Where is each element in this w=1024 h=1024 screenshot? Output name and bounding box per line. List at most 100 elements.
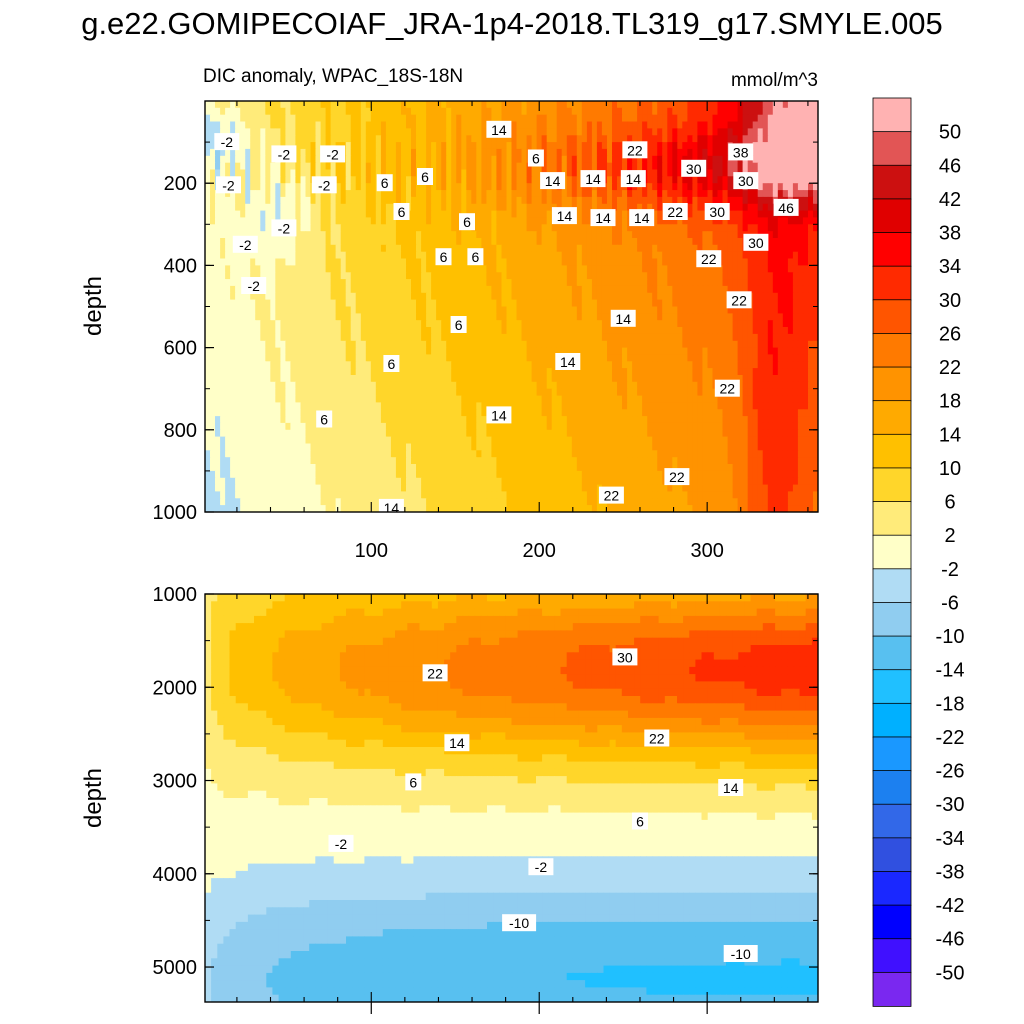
upper-contour-label: 22	[664, 468, 690, 486]
colorbar-label: -14	[936, 660, 965, 682]
colorbar-swatch	[872, 736, 912, 772]
colorbar-swatch	[872, 837, 912, 873]
colorbar-label: 38	[939, 223, 961, 245]
upper-contour-label: -2	[232, 235, 258, 253]
lower-y-tick-label: 1000	[153, 584, 198, 606]
upper-contour-label: 6	[316, 410, 333, 428]
colorbar-label: 46	[939, 155, 961, 177]
colorbar-swatch	[872, 635, 912, 671]
lower-contour-label: -10	[502, 914, 537, 932]
upper-contour-label: 22	[622, 141, 648, 159]
upper-contour-label: 14	[555, 353, 581, 370]
colorbar-swatch	[872, 198, 912, 234]
lower-contour-label: -10	[723, 945, 758, 962]
upper-contour-label: 22	[598, 486, 624, 504]
upper-panel: DIC anomaly, WPAC_18S-18N mmol/m^3 depth…	[80, 66, 819, 562]
lower-contour-label: 30	[612, 648, 638, 666]
colorbar-swatch	[872, 938, 912, 974]
colorbar-label: -34	[936, 828, 965, 850]
colorbar-label: 18	[939, 391, 961, 413]
upper-y-tick-label: 400	[164, 255, 197, 277]
colorbar-label: -10	[936, 626, 965, 648]
upper-contour-label: 6	[467, 248, 484, 266]
colorbar-swatch	[872, 366, 912, 402]
upper-y-tick-label: 600	[164, 338, 197, 360]
colorbar-label: -50	[936, 962, 965, 984]
colorbar-swatch	[872, 669, 912, 705]
colorbar-label: -30	[936, 794, 965, 816]
upper-contour-label: 30	[733, 172, 759, 190]
upper-contour-label: 30	[681, 159, 707, 177]
colorbar-swatch	[872, 534, 912, 570]
colorbar-label: 14	[939, 424, 961, 446]
upper-contour-label: 6	[459, 213, 475, 231]
upper-axes: 200 400 600 800 1000 100 200 300	[153, 100, 818, 562]
colorbar-label: -42	[936, 895, 965, 917]
colorbar-swatch	[872, 904, 912, 940]
upper-y-tick-label: 800	[164, 420, 197, 442]
upper-contour-label: 14	[610, 309, 636, 327]
lower-contour-labels: 22 30 14 22 6 14 6 -2 -2 -10 -10	[328, 648, 758, 962]
upper-contour-label: -2	[320, 145, 346, 163]
colorbar-swatch	[872, 770, 912, 806]
colorbar-label: 26	[939, 323, 961, 345]
lower-contour-label: 14	[444, 734, 470, 752]
upper-contour-label: 14	[629, 209, 655, 227]
colorbar-swatch	[872, 265, 912, 301]
upper-y-tick-label: 1000	[153, 502, 198, 524]
upper-contour-label: 46	[773, 198, 799, 216]
colorbar-label: -2	[941, 559, 959, 581]
colorbar-swatch	[872, 501, 912, 536]
lower-panel: depth 22 30 14 22 6 14 6 -2 -2 -10 -10 1000 2000 300…	[80, 584, 819, 1014]
upper-contour-label: 14	[551, 207, 577, 225]
upper-contour-label: 22	[696, 250, 722, 268]
colorbar-swatch	[872, 333, 912, 368]
figure-title: g.e22.GOMIPECOIAF_JRA-1p4-2018.TL319_g17…	[81, 6, 943, 41]
upper-y-tick-label: 200	[164, 173, 197, 195]
upper-contour-label: 6	[376, 174, 393, 192]
colorbar-swatch	[872, 568, 912, 604]
upper-subtitle-right: mmol/m^3	[731, 70, 818, 91]
colorbar-label: 30	[939, 290, 961, 312]
colorbar-swatch	[872, 871, 912, 906]
upper-x-tick-label: 300	[690, 540, 723, 562]
lower-contour-label: -2	[328, 834, 354, 852]
upper-contour-label: 14	[620, 170, 646, 188]
lower-contour-label: 6	[632, 812, 648, 830]
upper-contour-label: -2	[271, 145, 297, 163]
colorbar-swatch	[872, 602, 912, 637]
lower-y-tick-label: 5000	[153, 957, 198, 979]
colorbar-label: -22	[936, 727, 965, 749]
colorbar-label: 6	[944, 492, 955, 514]
colorbar-swatch	[872, 971, 912, 1007]
colorbar-label: 10	[939, 458, 961, 480]
upper-contour-label: -2	[311, 176, 337, 194]
upper-x-tick-label: 100	[355, 540, 388, 562]
lower-contour-label: 22	[644, 729, 670, 747]
upper-contour-label: 6	[383, 355, 400, 372]
upper-contour-label: 6	[435, 248, 452, 266]
upper-contour-label: 14	[486, 406, 512, 424]
upper-contour-label: -2	[214, 133, 240, 151]
lower-contour-label: 6	[405, 773, 422, 791]
colorbar-swatch	[872, 164, 912, 200]
lower-y-axis-label: depth	[80, 768, 107, 828]
colorbar-swatch	[872, 232, 912, 267]
colorbar-label: -38	[936, 862, 965, 884]
colorbar-label: -46	[936, 929, 965, 951]
upper-contour-label: 14	[486, 120, 512, 138]
upper-contour-label: 22	[726, 291, 752, 309]
colorbar-swatch	[872, 702, 912, 738]
upper-contour-label: -2	[241, 277, 267, 294]
colorbar: 50 46 42 38 34 30 26 22 18 14 10 6 2 -2 -6 -10 -14 -18 -22…	[872, 97, 965, 1007]
colorbar-swatch	[872, 299, 912, 335]
colorbar-label: 42	[939, 189, 961, 211]
upper-contour-label: 6	[450, 316, 467, 333]
upper-contour-label: 6	[417, 168, 433, 185]
upper-contour-label: 6	[527, 149, 544, 167]
upper-contour-label: 22	[714, 379, 740, 397]
upper-contour-label: 38	[728, 143, 754, 161]
upper-contour-label: 14	[540, 172, 566, 190]
lower-plot-frame	[204, 593, 819, 1003]
colorbar-swatch	[872, 433, 912, 469]
